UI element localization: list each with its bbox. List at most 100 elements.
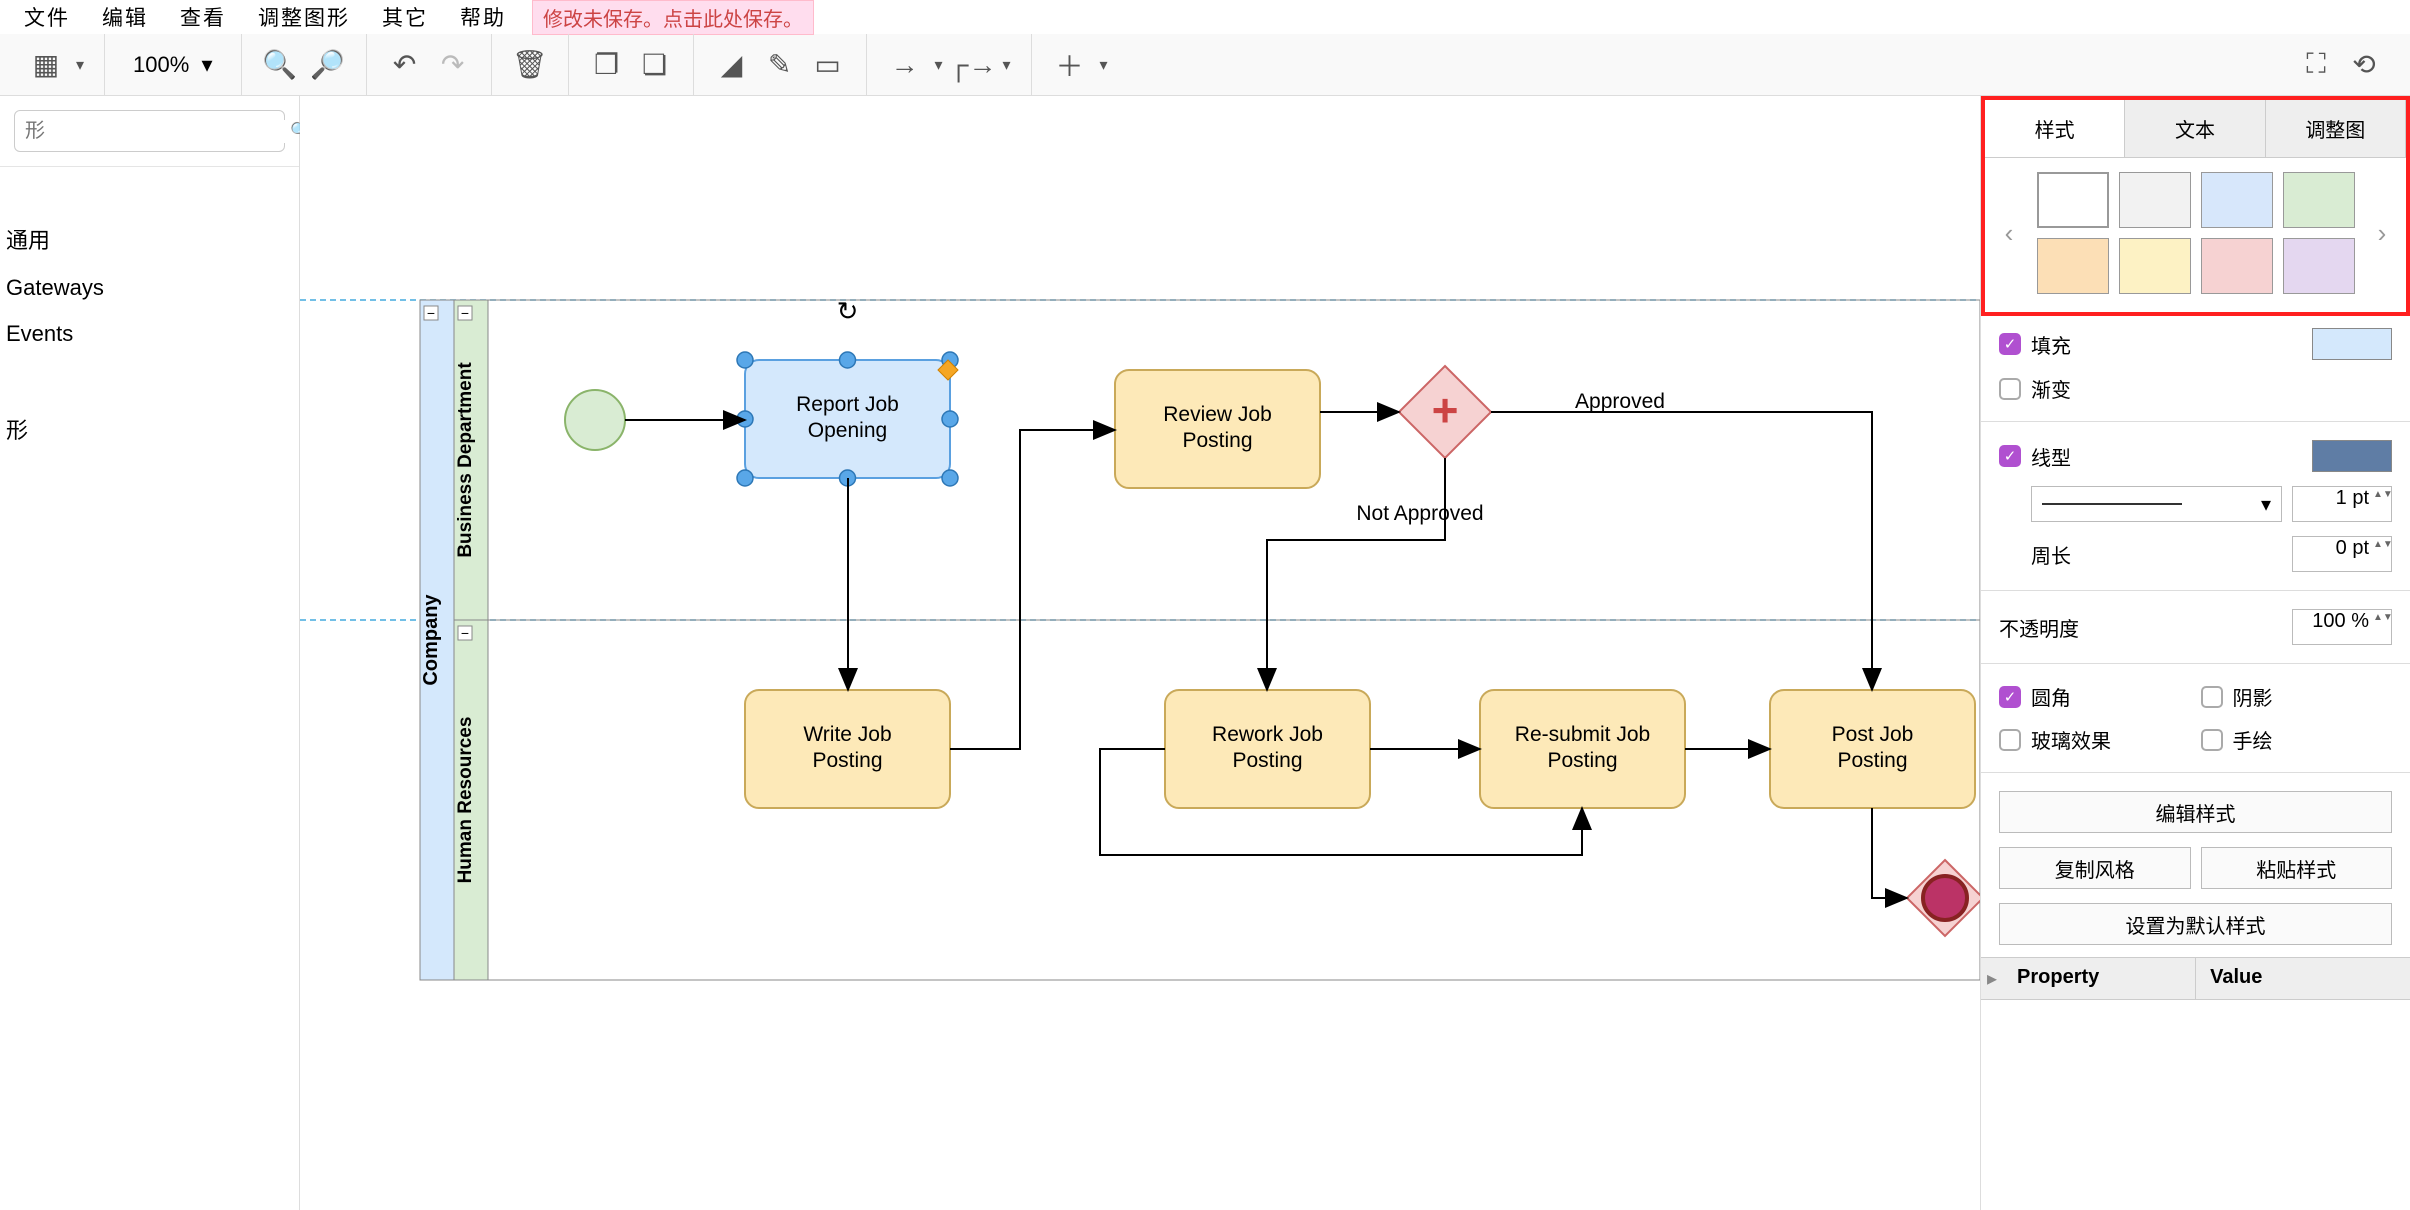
sidebar-cat-gateways[interactable]: Gateways [0, 265, 299, 311]
gradient-label: 渐变 [2031, 374, 2392, 403]
menu-other[interactable]: 其它 [366, 2, 444, 32]
zoom-in-icon[interactable]: 🔍 [256, 41, 304, 89]
preset-prev-icon[interactable]: ‹ [1997, 218, 2021, 249]
tab-arrange[interactable]: 调整图 [2266, 100, 2406, 157]
menu-arrange[interactable]: 调整图形 [242, 2, 366, 32]
tab-text[interactable]: 文本 [2125, 100, 2265, 157]
svg-text:Opening: Opening [808, 419, 887, 442]
zoom-select[interactable]: 100% ▾ [119, 52, 227, 78]
sidebar-cat-shapes[interactable]: 形 [0, 403, 299, 455]
svg-text:Re-submit Job: Re-submit Job [1515, 723, 1650, 746]
add-icon[interactable]: ＋ [1046, 41, 1094, 89]
toolbar: ▦ ▾ 100% ▾ 🔍 🔎 ↶ ↷ 🗑 ❐ ❏ ◢ ✎ ▭ → ▾ ┌→ ▾ … [0, 34, 2410, 96]
sidebar-cat-general[interactable]: 通用 [0, 213, 299, 265]
undo-icon[interactable]: ↶ [381, 41, 429, 89]
add-dropdown-icon[interactable]: ▾ [1094, 41, 1114, 89]
svg-text:Rework Job: Rework Job [1212, 723, 1323, 746]
gradient-checkbox[interactable] [1999, 378, 2021, 400]
style-swatch-2[interactable] [2201, 172, 2273, 228]
layout-icon[interactable]: ▦ [22, 41, 70, 89]
shadow-icon[interactable]: ▭ [804, 41, 852, 89]
style-swatch-0[interactable] [2037, 172, 2109, 228]
set-default-style-button[interactable]: 设置为默认样式 [1999, 903, 2392, 945]
glass-label: 玻璃效果 [2031, 725, 2191, 754]
svg-text:Posting: Posting [812, 749, 882, 772]
svg-text:Review Job: Review Job [1163, 403, 1272, 426]
copy-style-button[interactable]: 复制风格 [1999, 847, 2191, 889]
svg-text:Posting: Posting [1182, 429, 1252, 452]
style-swatch-4[interactable] [2037, 238, 2109, 294]
perimeter-label: 周长 [2031, 540, 2282, 569]
hand-checkbox[interactable] [2201, 729, 2223, 751]
redo-icon[interactable]: ↷ [429, 41, 477, 89]
line-checkbox[interactable]: ✓ [1999, 445, 2021, 467]
svg-text:−: − [427, 305, 435, 321]
svg-text:Company: Company [420, 594, 442, 686]
edit-style-button[interactable]: 编辑样式 [1999, 791, 2392, 833]
shadow-checkbox[interactable] [2201, 686, 2223, 708]
style-swatch-6[interactable] [2201, 238, 2273, 294]
style-swatch-1[interactable] [2119, 172, 2191, 228]
shape-search-input[interactable] [25, 120, 290, 143]
to-front-icon[interactable]: ❐ [583, 41, 631, 89]
style-presets-highlight: ‹ › [1981, 158, 2410, 316]
line-style-select[interactable]: ▾ [2031, 486, 2282, 522]
svg-text:Report Job: Report Job [796, 393, 899, 416]
svg-text:Not Approved: Not Approved [1356, 502, 1483, 525]
line-color-picker[interactable] [2312, 440, 2392, 472]
menu-file[interactable]: 文件 [8, 2, 86, 32]
perimeter-input[interactable]: 0 pt▲▼ [2292, 536, 2392, 572]
fill-checkbox[interactable]: ✓ [1999, 333, 2021, 355]
fullscreen-icon[interactable]: ⛶ [2292, 41, 2340, 89]
menu-edit[interactable]: 编辑 [86, 2, 164, 32]
opacity-input[interactable]: 100 %▲▼ [2292, 609, 2392, 645]
glass-checkbox[interactable] [1999, 729, 2021, 751]
connection-icon[interactable]: → [881, 41, 929, 89]
fill-color-icon[interactable]: ◢ [708, 41, 756, 89]
connection-dropdown-icon[interactable]: ▾ [929, 41, 949, 89]
svg-text:−: − [461, 625, 469, 641]
preset-next-icon[interactable]: › [2370, 218, 2394, 249]
zoom-out-icon[interactable]: 🔎 [304, 41, 352, 89]
format-tabs: 样式 文本 调整图 [1985, 100, 2406, 158]
rounded-label: 圆角 [2031, 682, 2191, 711]
format-panel: 样式 文本 调整图 ‹ › ✓ 填充 渐变 ✓ 线型 [1980, 96, 2410, 1210]
menu-view[interactable]: 查看 [164, 2, 242, 32]
property-table-header: ▸ Property Value [1981, 957, 2410, 1000]
delete-icon[interactable]: 🗑 [506, 41, 554, 89]
svg-text:Write Job: Write Job [803, 723, 891, 746]
sidebar-cat-events[interactable]: Events [0, 311, 299, 357]
svg-text:−: − [461, 305, 469, 321]
line-width-input[interactable]: 1 pt▲▼ [2292, 486, 2392, 522]
opacity-label: 不透明度 [1999, 613, 2282, 642]
tab-style[interactable]: 样式 [1985, 100, 2125, 157]
property-key-header: Property [2003, 958, 2196, 999]
waypoint-dropdown-icon[interactable]: ▾ [997, 41, 1017, 89]
style-swatch-5[interactable] [2119, 238, 2191, 294]
svg-text:Approved: Approved [1575, 390, 1665, 413]
line-label: 线型 [2031, 442, 2302, 471]
shadow-label: 阴影 [2233, 682, 2393, 711]
property-expand-icon[interactable]: ▸ [1981, 958, 2003, 999]
rounded-checkbox[interactable]: ✓ [1999, 686, 2021, 708]
paste-style-button[interactable]: 粘贴样式 [2201, 847, 2393, 889]
unsaved-warning[interactable]: 修改未保存。点击此处保存。 [532, 0, 814, 35]
svg-text:Human Resources: Human Resources [455, 717, 476, 884]
to-back-icon[interactable]: ❏ [631, 41, 679, 89]
svg-text:Posting: Posting [1232, 749, 1302, 772]
more-icon[interactable]: ⟲ [2340, 41, 2388, 89]
waypoint-icon[interactable]: ┌→ [949, 41, 997, 89]
shape-search[interactable]: 🔍 [14, 110, 285, 152]
line-color-icon[interactable]: ✎ [756, 41, 804, 89]
menu-bar: 文件 编辑 查看 调整图形 其它 帮助 修改未保存。点击此处保存。 [0, 0, 2410, 34]
layout-dropdown-icon[interactable]: ▾ [70, 41, 90, 89]
style-swatch-3[interactable] [2283, 172, 2355, 228]
drawing-canvas[interactable]: Company − Business Department − Human Resour… [300, 96, 1980, 1210]
menu-help[interactable]: 帮助 [444, 2, 522, 32]
hand-label: 手绘 [2233, 725, 2393, 754]
svg-text:Business Department: Business Department [455, 362, 476, 558]
fill-color-picker[interactable] [2312, 328, 2392, 360]
style-swatch-7[interactable] [2283, 238, 2355, 294]
shapes-sidebar: 🔍 通用 Gateways Events 形 [0, 96, 300, 1210]
svg-text:+: + [1432, 384, 1459, 436]
